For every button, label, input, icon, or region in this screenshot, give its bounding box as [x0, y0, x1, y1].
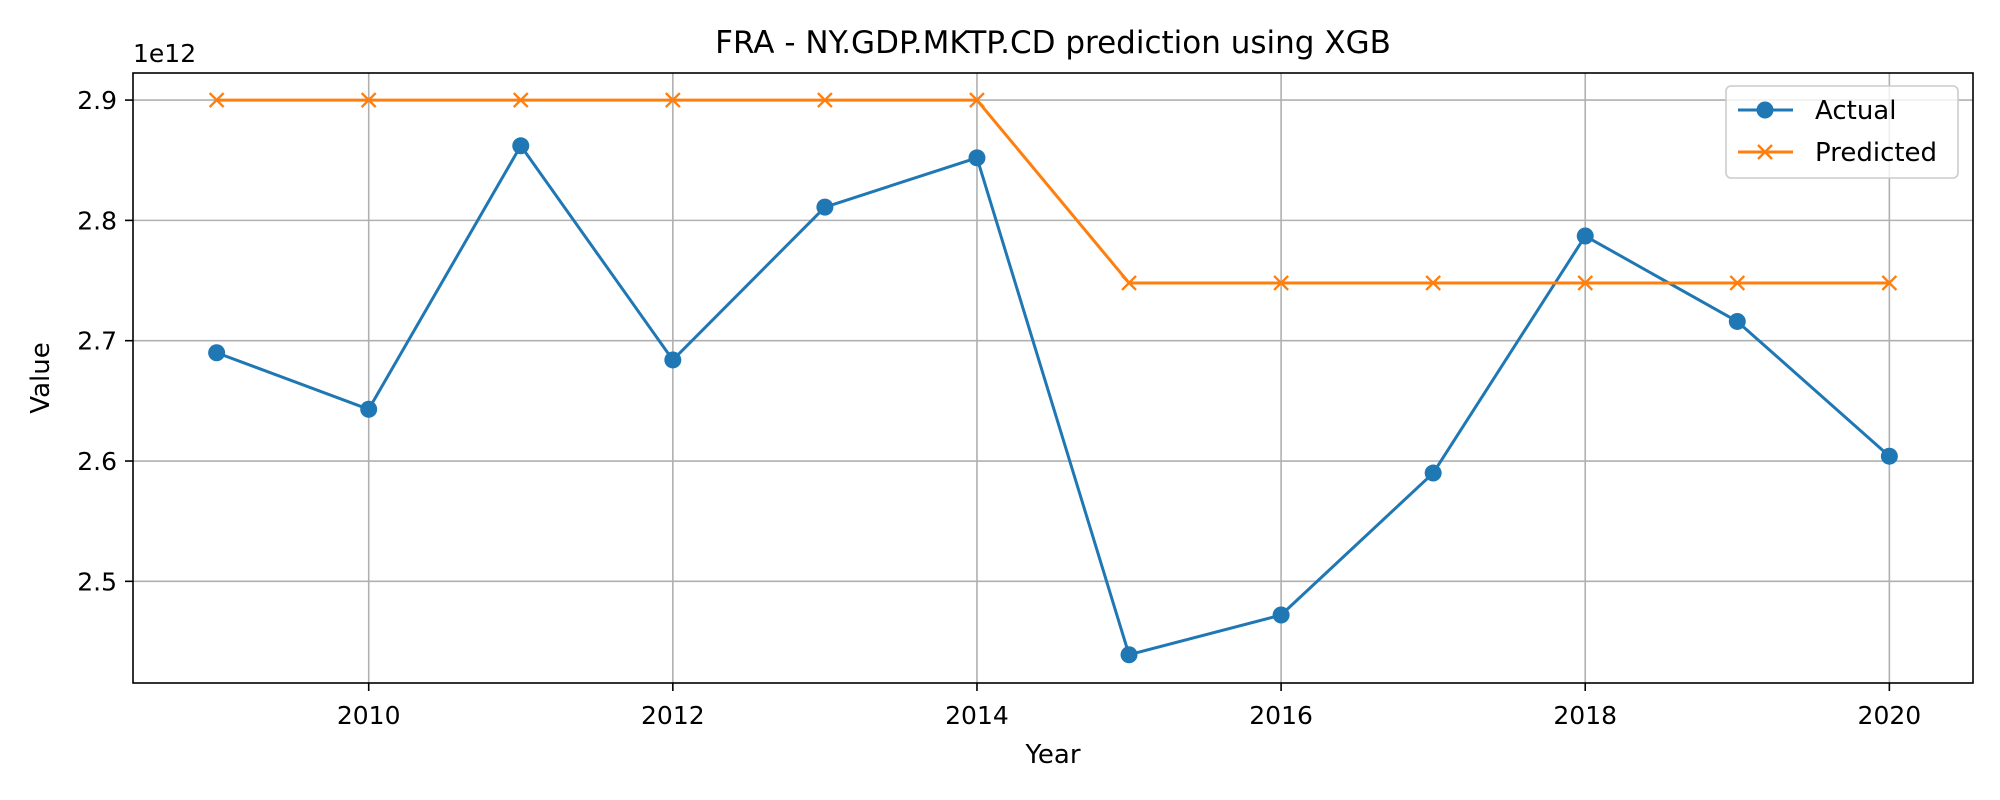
grid-lines — [133, 73, 1973, 683]
data-point-actual — [968, 149, 986, 167]
legend-label-predicted: Predicted — [1815, 138, 1937, 168]
series-line-actual — [216, 144, 1891, 657]
x-tick-label: 2018 — [1553, 701, 1617, 730]
data-point-actual — [816, 198, 834, 216]
data-point-predicted — [1729, 275, 1746, 291]
data-point-predicted — [1121, 275, 1137, 291]
data-point-predicted — [1577, 275, 1594, 291]
data-point-actual — [208, 344, 226, 362]
y-tick-label: 2.7 — [77, 327, 117, 356]
y-tick-label: 2.6 — [77, 447, 117, 476]
y-tick-label: 2.5 — [77, 567, 117, 596]
data-point-actual — [1424, 464, 1442, 482]
legend-marker-actual — [1756, 101, 1774, 119]
data-point-predicted — [208, 92, 225, 108]
data-point-actual — [664, 351, 682, 369]
axis-ticks: 2010 2012 2014 2016 2018 2020 2.5 2.6 2.7 2.8 2.9 — [77, 86, 1921, 730]
data-point-predicted — [1273, 275, 1289, 291]
data-point-predicted — [817, 92, 833, 108]
data-point-predicted — [969, 92, 985, 108]
legend-marker-predicted — [1757, 144, 1773, 160]
x-tick-label: 2016 — [1249, 701, 1313, 730]
data-point-predicted — [360, 92, 377, 108]
x-tick-label: 2012 — [641, 701, 705, 730]
data-point-predicted — [1881, 275, 1898, 291]
y-offset-label: 1e12 — [133, 39, 196, 68]
data-point-actual — [360, 400, 378, 418]
data-point-actual — [1120, 646, 1138, 664]
y-tick-label: 2.8 — [77, 206, 117, 235]
series-line-predicted — [216, 98, 1890, 285]
plot-frame — [132, 72, 1974, 684]
series-layer — [208, 92, 1898, 664]
legend: Actual Predicted — [1725, 85, 1959, 179]
y-axis-label: Value — [26, 342, 56, 413]
x-tick-label: 2020 — [1858, 701, 1922, 730]
x-tick-label: 2010 — [337, 701, 401, 730]
x-axis-label: Year — [1024, 740, 1080, 770]
data-point-actual — [1728, 312, 1746, 330]
legend-label-actual: Actual — [1815, 96, 1896, 126]
y-tick-label: 2.9 — [77, 86, 117, 115]
data-point-actual — [1576, 227, 1594, 245]
data-point-predicted — [664, 92, 681, 108]
chart-title: FRA - NY.GDP.MKTP.CD prediction using XG… — [715, 25, 1391, 61]
data-point-predicted — [512, 92, 529, 108]
x-tick-label: 2014 — [945, 701, 1009, 730]
data-point-actual — [1272, 606, 1290, 624]
data-point-actual — [1880, 447, 1898, 465]
data-point-predicted — [1425, 275, 1442, 291]
data-point-actual — [512, 137, 530, 155]
